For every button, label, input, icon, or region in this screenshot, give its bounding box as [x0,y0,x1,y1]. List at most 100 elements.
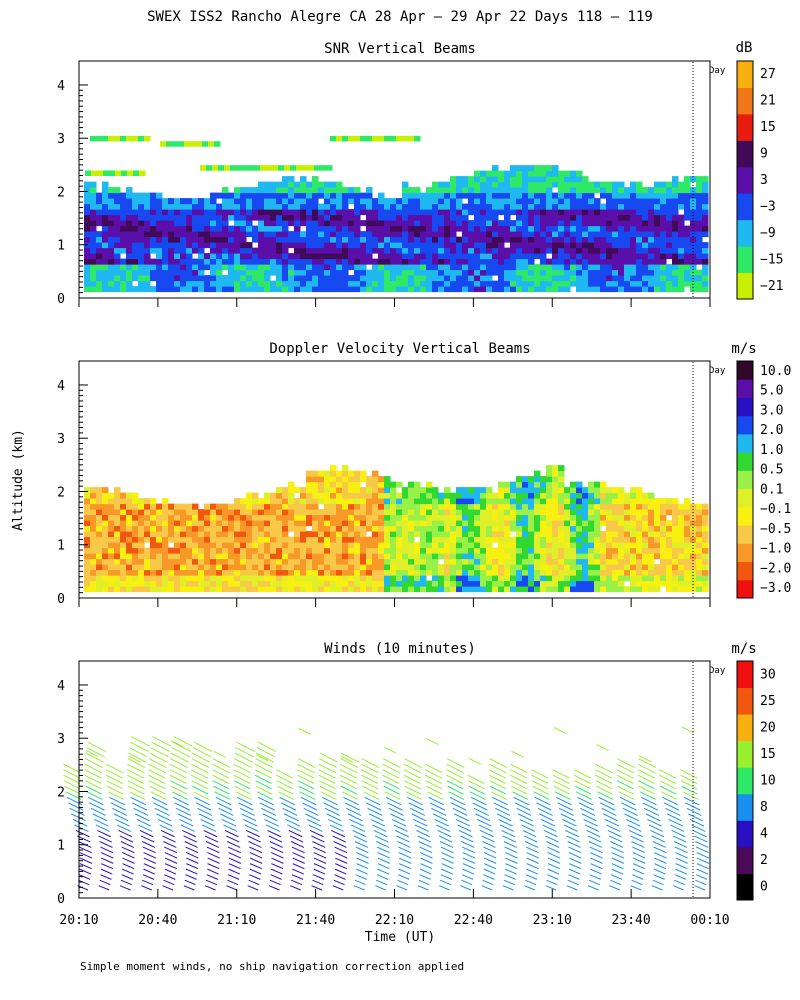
heatmap-cell [684,187,691,194]
wind-barb [292,868,304,875]
heatmap-cell [234,220,241,227]
heatmap-cell [180,269,187,276]
wind-barb [611,852,625,859]
heatmap-cell [102,520,109,527]
heatmap-cell [264,503,271,510]
wind-barb [509,769,528,779]
heatmap-cell [120,236,127,243]
wind-barb [235,791,252,800]
heatmap-cell [618,553,625,560]
heatmap-cell [108,553,115,560]
heatmap-cell [654,269,661,276]
heatmap-cell [300,575,307,582]
heatmap-cell [84,264,91,271]
heatmap-cell [372,509,379,516]
heatmap-cell [696,209,703,216]
heatmap-cell [594,280,601,287]
heatmap-cell [618,242,625,249]
heatmap-cell [276,509,283,516]
wind-barb [407,796,423,806]
heatmap-cell [648,492,655,499]
heatmap-cell [312,275,319,282]
heatmap-cell [108,214,115,221]
heatmap-cell [636,231,643,238]
heatmap-cell [324,580,331,587]
heatmap-cell [180,520,187,527]
colorbar-swatch [737,246,753,274]
heatmap-cell [642,225,649,232]
heatmap-cell [672,514,679,521]
heatmap-cell [450,203,457,210]
heatmap-cell [576,280,583,287]
wind-barb [355,846,369,854]
heatmap-cell [384,586,391,593]
heatmap-cell [234,586,241,593]
heatmap-cell [606,520,613,527]
heatmap-cell [582,247,589,254]
heatmap-cell [534,253,541,260]
heatmap-cell [156,580,163,587]
heatmap-cell [576,203,583,210]
heatmap-cell [684,531,691,538]
heatmap-cell [492,553,499,560]
heatmap-cell [498,586,505,593]
heatmap-cell [204,575,211,582]
heatmap-cell [678,181,685,188]
heatmap-cell [300,536,307,543]
heatmap-cell [97,170,104,177]
heatmap-cell [384,198,391,205]
heatmap-cell [186,503,193,510]
wind-barb [78,874,91,880]
heatmap-cell [432,258,439,265]
heatmap-cell [540,209,547,216]
heatmap-cell [402,236,409,243]
heatmap-cell [390,280,397,287]
heatmap-cell [396,514,403,521]
heatmap-cell [156,558,163,565]
heatmap-cell [330,520,337,527]
heatmap-cell [630,198,637,205]
heatmap-cell [210,220,217,227]
heatmap-cell [540,275,547,282]
heatmap-cell [420,520,427,527]
heatmap-cell [216,247,223,254]
wind-barb [254,769,272,779]
wind-barb [63,769,81,779]
heatmap-cell [552,214,559,221]
heatmap-cell [180,558,187,565]
heatmap-cell [528,536,535,543]
heatmap-cell [414,187,421,194]
heatmap-cell [690,280,697,287]
heatmap-cell [312,476,319,483]
wind-barb [143,852,157,859]
wind-barb [413,818,428,827]
heatmap-cell [678,586,685,593]
heatmap-cell [564,569,571,576]
heatmap-cell [648,553,655,560]
wind-barb [172,741,192,752]
heatmap-cell [432,231,439,238]
wind-barb [696,868,709,875]
colorbar-tick-label: −21 [760,279,783,294]
heatmap-cell [270,525,277,532]
heatmap-cell [534,198,541,205]
heatmap-cell [258,509,265,516]
heatmap-cell [684,280,691,287]
heatmap-cell [408,509,415,516]
wind-barb [265,824,280,832]
heatmap-cell [306,492,313,499]
heatmap-cell [480,487,487,494]
heatmap-cell [198,569,205,576]
heatmap-cell [492,586,499,593]
heatmap-cell [600,575,607,582]
wind-barb [419,874,431,880]
heatmap-cell [126,214,133,221]
heatmap-cell [348,192,355,199]
heatmap-cell [270,514,277,521]
heatmap-cell [228,236,235,243]
heatmap-cell [618,575,625,582]
heatmap-cell [150,514,157,521]
heatmap-cell [702,192,709,199]
heatmap-cell [672,264,679,271]
heatmap-cell [642,253,649,260]
